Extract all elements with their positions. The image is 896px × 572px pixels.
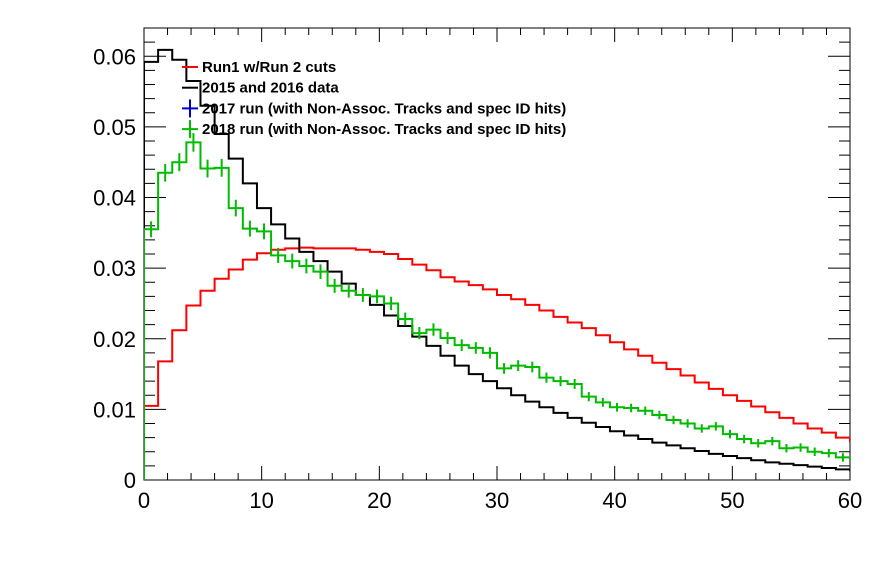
y-tick-labels: 0 0.01 0.02 0.03 0.04 0.05 0.06 bbox=[93, 44, 136, 493]
x-tick-label: 0 bbox=[138, 488, 150, 513]
y-tick-label: 0 bbox=[124, 468, 136, 493]
series-1 bbox=[144, 48, 850, 480]
y-tick-label: 0.01 bbox=[93, 397, 136, 422]
x-tick-labels: 0 10 20 30 40 50 60 bbox=[138, 488, 862, 513]
legend-entry: 2018 run (with Non-Assoc. Tracks and spe… bbox=[202, 121, 566, 138]
y-tick-label: 0.06 bbox=[93, 44, 136, 69]
x-tick-label: 60 bbox=[838, 488, 862, 513]
y-tick-label: 0.05 bbox=[93, 115, 136, 140]
series-0 bbox=[144, 246, 850, 480]
x-tick-label: 20 bbox=[367, 488, 391, 513]
x-tick-label: 50 bbox=[720, 488, 744, 513]
series-layer bbox=[144, 48, 850, 480]
y-tick-label: 0.02 bbox=[93, 327, 136, 352]
series-line bbox=[144, 246, 850, 480]
y-tick-label: 0.03 bbox=[93, 256, 136, 281]
legend-entry: 2017 run (with Non-Assoc. Tracks and spe… bbox=[202, 100, 566, 117]
y-tick-label: 0.04 bbox=[93, 186, 136, 211]
x-tick-label: 10 bbox=[249, 488, 273, 513]
x-tick-label: 40 bbox=[602, 488, 626, 513]
legend: Run1 w/Run 2 cuts 2015 and 2016 data 2017 … bbox=[182, 59, 566, 139]
legend-entry: 2015 and 2016 data bbox=[202, 80, 339, 97]
axis-ticks bbox=[143, 27, 851, 481]
series-line bbox=[144, 48, 850, 480]
x-tick-label: 30 bbox=[485, 488, 509, 513]
series-3 bbox=[144, 133, 850, 480]
series-line bbox=[144, 141, 850, 480]
legend-entry: Run1 w/Run 2 cuts bbox=[202, 59, 336, 76]
